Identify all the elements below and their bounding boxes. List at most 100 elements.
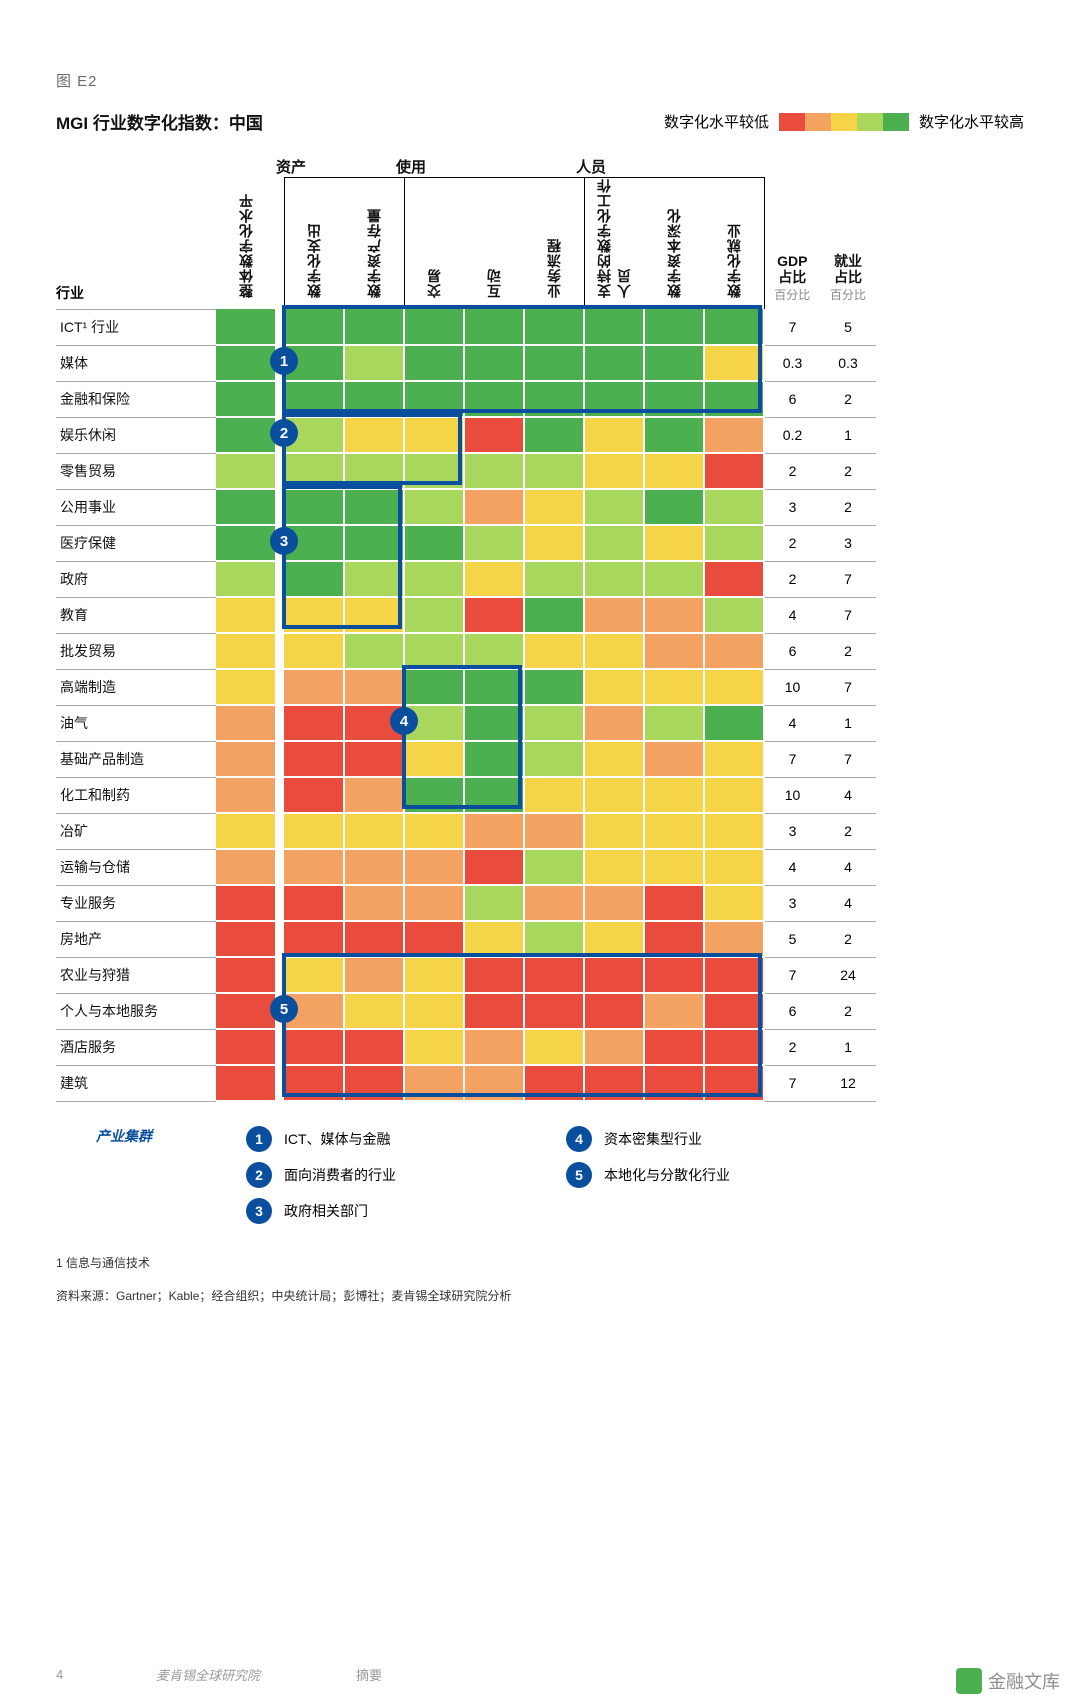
row-label: 房地产 bbox=[56, 921, 216, 957]
heatmap-cell bbox=[704, 633, 764, 669]
heatmap-cell bbox=[216, 669, 276, 705]
heatmap-cell bbox=[404, 1065, 464, 1101]
heatmap-cell bbox=[464, 525, 524, 561]
row-label: 教育 bbox=[56, 597, 216, 633]
heatmap-cell bbox=[584, 993, 644, 1029]
row-label: 零售贸易 bbox=[56, 453, 216, 489]
row-label: 个人与本地服务 bbox=[56, 993, 216, 1029]
heatmap-cell bbox=[216, 993, 276, 1029]
legend-swatch bbox=[857, 113, 883, 131]
heatmap-cell bbox=[524, 849, 584, 885]
heatmap-cell bbox=[344, 561, 404, 597]
heatmap-cell bbox=[704, 417, 764, 453]
heatmap-cell bbox=[524, 813, 584, 849]
heatmap-cell bbox=[344, 813, 404, 849]
heatmap-cell bbox=[584, 849, 644, 885]
heatmap-cell bbox=[216, 849, 276, 885]
row-label: 政府 bbox=[56, 561, 216, 597]
heatmap-cell bbox=[344, 525, 404, 561]
heatmap-cell bbox=[344, 309, 404, 345]
heatmap-cell bbox=[344, 345, 404, 381]
heatmap-cell bbox=[464, 489, 524, 525]
heatmap-cell bbox=[344, 993, 404, 1029]
heatmap-cell bbox=[584, 957, 644, 993]
heatmap-cell bbox=[344, 741, 404, 777]
heatmap-cell bbox=[284, 525, 344, 561]
heatmap-cell bbox=[216, 777, 276, 813]
heatmap-cell bbox=[404, 561, 464, 597]
heatmap-cell bbox=[216, 957, 276, 993]
cluster-title: 产业集群 bbox=[96, 1126, 246, 1234]
heatmap-cell bbox=[524, 705, 584, 741]
heatmap-cell bbox=[284, 561, 344, 597]
heatmap-cell bbox=[584, 885, 644, 921]
heatmap-cell bbox=[464, 309, 524, 345]
column-header: 支持的数字化工作人员 bbox=[594, 178, 634, 298]
heatmap-cell bbox=[284, 381, 344, 417]
gdp-value: 10 bbox=[764, 777, 820, 813]
heatmap-cell bbox=[216, 417, 276, 453]
heatmap-cell bbox=[524, 453, 584, 489]
heatmap-cell bbox=[216, 921, 276, 957]
heatmap-cell bbox=[644, 633, 704, 669]
heatmap-cell bbox=[524, 597, 584, 633]
heatmap-cell bbox=[284, 1029, 344, 1065]
heatmap-cell bbox=[584, 669, 644, 705]
heatmap-cell bbox=[216, 453, 276, 489]
row-label: 酒店服务 bbox=[56, 1029, 216, 1065]
heatmap-cell bbox=[704, 561, 764, 597]
heatmap-cell bbox=[584, 597, 644, 633]
heatmap-cell bbox=[704, 381, 764, 417]
heatmap-cell bbox=[584, 1065, 644, 1101]
heatmap-cell bbox=[644, 705, 704, 741]
category-headers: 资产使用人员 bbox=[276, 156, 1024, 177]
heatmap-cell bbox=[704, 669, 764, 705]
heatmap-cell bbox=[644, 741, 704, 777]
heatmap-cell bbox=[284, 309, 344, 345]
cluster-legend-item: 1ICT、媒体与金融 bbox=[246, 1126, 566, 1152]
gdp-value: 10 bbox=[764, 669, 820, 705]
cluster-legend-badge: 1 bbox=[246, 1126, 272, 1152]
heatmap-cell bbox=[404, 309, 464, 345]
cluster-legend-label: 面向消费者的行业 bbox=[284, 1165, 396, 1185]
heatmap-cell bbox=[404, 345, 464, 381]
column-header: 数字资本深化 bbox=[664, 178, 684, 298]
gdp-value: 6 bbox=[764, 633, 820, 669]
heatmap-cell bbox=[216, 813, 276, 849]
heatmap-cell bbox=[644, 921, 704, 957]
heatmap-cell bbox=[704, 525, 764, 561]
heatmap-cell bbox=[216, 561, 276, 597]
watermark-icon bbox=[956, 1668, 982, 1694]
heatmap-cell bbox=[644, 885, 704, 921]
chart-title: MGI 行业数字化指数：中国 bbox=[56, 109, 263, 134]
row-label: 化工和制药 bbox=[56, 777, 216, 813]
heatmap-cell bbox=[644, 1065, 704, 1101]
footer-institute: 麦肯锡全球研究院 bbox=[156, 1665, 356, 1684]
heatmap-cell bbox=[524, 309, 584, 345]
heatmap-cell bbox=[284, 453, 344, 489]
page-footer: 4 麦肯锡全球研究院 摘要 bbox=[56, 1665, 1024, 1684]
heatmap-cell bbox=[704, 453, 764, 489]
heatmap-cell bbox=[584, 489, 644, 525]
heatmap-cell bbox=[644, 309, 704, 345]
heatmap-cell bbox=[464, 345, 524, 381]
gdp-value: 0.2 bbox=[764, 417, 820, 453]
heatmap-cell bbox=[464, 633, 524, 669]
gdp-value: 4 bbox=[764, 705, 820, 741]
employment-value: 2 bbox=[820, 453, 876, 489]
row-label: 医疗保健 bbox=[56, 525, 216, 561]
heatmap-cell bbox=[704, 921, 764, 957]
gdp-value: 3 bbox=[764, 885, 820, 921]
heatmap-cell bbox=[216, 381, 276, 417]
heatmap-cell bbox=[584, 813, 644, 849]
row-label: 运输与仓储 bbox=[56, 849, 216, 885]
cluster-legend-item: 5本地化与分散化行业 bbox=[566, 1162, 886, 1188]
gdp-value: 7 bbox=[764, 741, 820, 777]
heatmap-cell bbox=[216, 885, 276, 921]
heatmap-cell bbox=[524, 957, 584, 993]
heatmap-cell bbox=[344, 453, 404, 489]
employment-value: 5 bbox=[820, 309, 876, 345]
heatmap-cell bbox=[464, 705, 524, 741]
cluster-legend-item: 4资本密集型行业 bbox=[566, 1126, 886, 1152]
employment-value: 7 bbox=[820, 597, 876, 633]
